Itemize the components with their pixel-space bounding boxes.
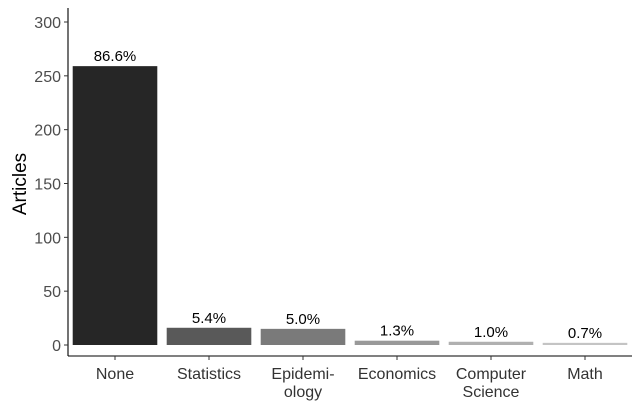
bar — [354, 340, 440, 345]
bar — [260, 328, 346, 345]
x-tick-label: Computer — [456, 366, 527, 383]
y-tick-label: 150 — [34, 177, 61, 194]
bars — [72, 66, 628, 345]
data-label: 86.6% — [94, 48, 137, 65]
x-tick-label: None — [96, 366, 134, 383]
data-labels: 86.6% 5.4% 5.0% 1.3% 1.0% 0.7% — [94, 48, 602, 342]
x-tick-label: Epidemi- — [271, 366, 334, 383]
data-label: 1.0% — [474, 324, 508, 341]
x-axis: None Statistics Epidemi-ology Economics Comp… — [68, 355, 632, 401]
x-tick-label: Science — [463, 384, 520, 401]
y-tick-label: 300 — [34, 15, 61, 32]
y-tick-label: 100 — [34, 230, 61, 247]
x-tick-label: Economics — [358, 366, 436, 383]
data-label: 5.0% — [286, 311, 320, 328]
y-tick-label: 200 — [34, 123, 61, 140]
data-label: 5.4% — [192, 310, 226, 327]
data-label: 0.7% — [568, 325, 602, 342]
y-tick-label: 50 — [43, 284, 61, 301]
x-tick-label: ology — [284, 384, 322, 401]
data-label: 1.3% — [380, 323, 414, 340]
bar — [72, 66, 158, 345]
bar — [166, 327, 252, 345]
y-tick-label: 250 — [34, 69, 61, 86]
bar — [448, 341, 534, 345]
bar — [542, 342, 628, 345]
x-tick-label: Statistics — [177, 366, 241, 383]
y-axis: 0 50 100 150 200 250 300 — [34, 8, 69, 356]
y-tick-label: 0 — [52, 338, 61, 355]
y-axis-title: Articles — [10, 153, 31, 215]
x-tick-label: Math — [567, 366, 603, 383]
